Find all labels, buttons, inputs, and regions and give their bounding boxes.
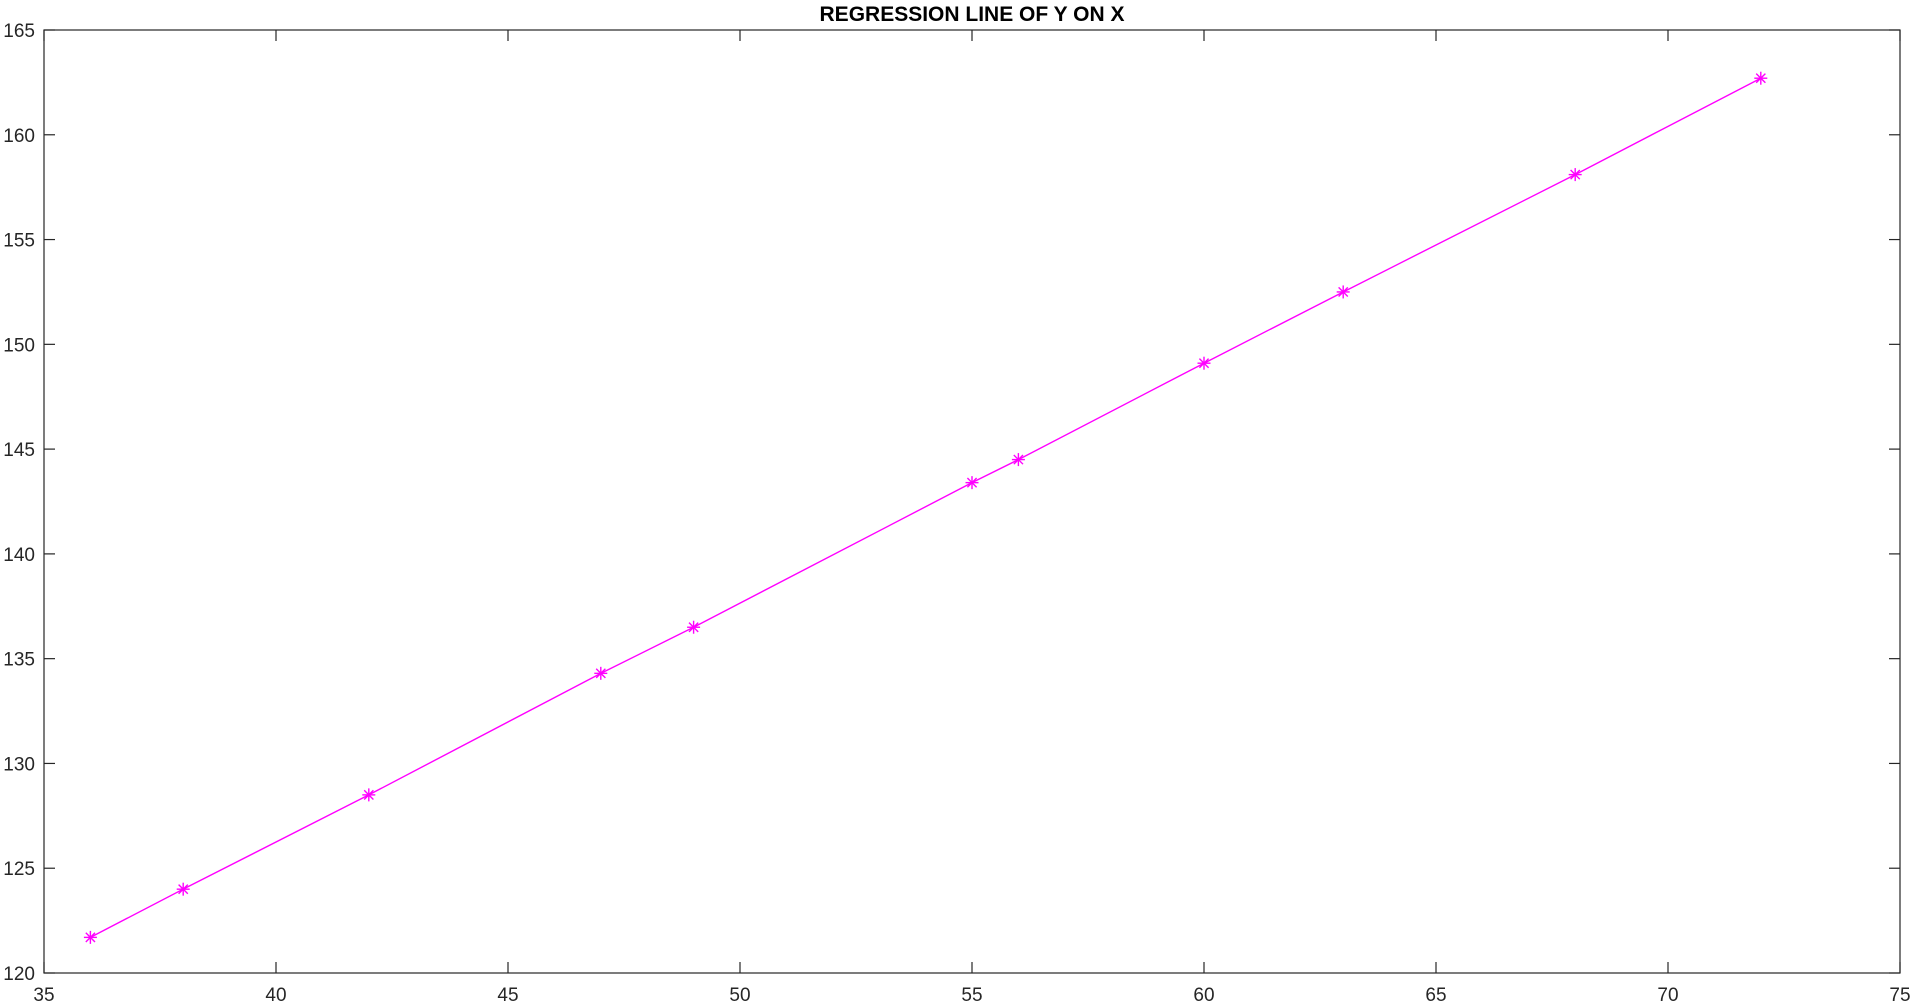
x-tick-label: 75 <box>1889 985 1910 1006</box>
x-tick-label: 40 <box>265 985 286 1006</box>
y-tick-label: 130 <box>3 754 35 775</box>
y-tick-label: 120 <box>3 964 35 985</box>
data-point <box>1197 356 1211 370</box>
y-tick-label: 125 <box>3 859 35 880</box>
data-point <box>1011 453 1025 467</box>
x-tick-label: 70 <box>1657 985 1678 1006</box>
x-tick-label: 60 <box>1193 985 1214 1006</box>
x-tick-label: 55 <box>961 985 982 1006</box>
y-tick-label: 160 <box>3 126 35 147</box>
data-point <box>1754 71 1768 85</box>
y-tick-label: 135 <box>3 650 35 671</box>
y-tick-label: 145 <box>3 440 35 461</box>
data-point <box>1568 168 1582 182</box>
x-tick-label: 45 <box>497 985 518 1006</box>
data-point <box>83 930 97 944</box>
data-point <box>687 620 701 634</box>
data-point <box>176 882 190 896</box>
y-tick-label: 140 <box>3 545 35 566</box>
chart-title: REGRESSION LINE OF Y ON X <box>820 3 1125 26</box>
x-tick-label: 35 <box>33 985 54 1006</box>
plot-area <box>43 29 1901 974</box>
data-point <box>1336 285 1350 299</box>
axes-layer: 35 40 45 50 55 60 65 70 75 120 125 130 135 140 145 150 1… <box>3 21 1910 1006</box>
y-tick-label: 150 <box>3 335 35 356</box>
data-point <box>594 666 608 680</box>
y-tick-label: 165 <box>3 21 35 42</box>
data-point <box>965 476 979 490</box>
x-tick-label: 50 <box>729 985 750 1006</box>
data-point <box>362 788 376 802</box>
y-tick-label: 155 <box>3 231 35 252</box>
x-tick-label: 65 <box>1425 985 1446 1006</box>
series-layer <box>83 71 1768 944</box>
